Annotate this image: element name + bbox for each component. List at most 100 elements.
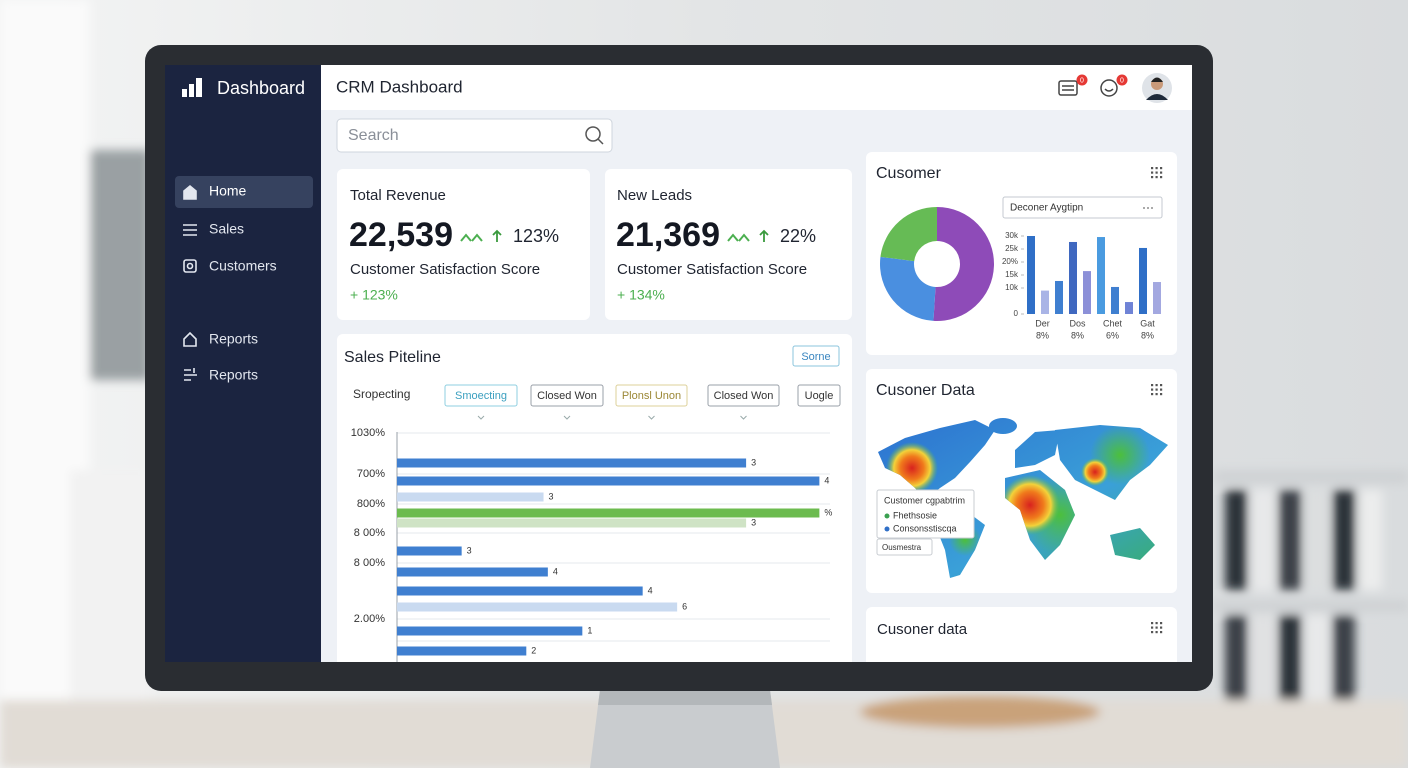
grid-icons[interactable] xyxy=(1151,167,1163,634)
stage-label[interactable]: Smoecting xyxy=(455,390,507,402)
badge xyxy=(1116,74,1128,86)
grid-icon-dot xyxy=(1151,171,1154,174)
grid-icon-dot xyxy=(1160,388,1163,391)
nav-item[interactable]: Reports xyxy=(209,331,258,347)
bar[interactable] xyxy=(397,476,820,486)
grid-icon-dot xyxy=(1155,388,1158,391)
badge-count: 0 xyxy=(1080,77,1084,84)
grid-icon-dot xyxy=(1155,393,1158,396)
legend-dot xyxy=(884,526,890,532)
bar[interactable] xyxy=(397,602,678,612)
map-footer-label: Ousmestra xyxy=(882,543,922,552)
header: CRM Dashboard 0 0 xyxy=(321,65,1192,110)
search-box[interactable]: Search xyxy=(336,118,613,153)
avatar[interactable] xyxy=(1142,73,1172,103)
bar[interactable] xyxy=(397,518,747,528)
y-tick-label: 30k xyxy=(1005,231,1019,240)
bar[interactable] xyxy=(1027,236,1035,314)
card-title: Cusoner Data xyxy=(876,382,975,399)
stage-label[interactable]: Closed Won xyxy=(714,390,774,402)
grid-icon-dot xyxy=(1160,631,1163,634)
x-tick-sublabel: 8% xyxy=(1071,330,1084,340)
badge-count: 0 xyxy=(1120,77,1124,84)
kpi-subtitle: Customer Satisfaction Score xyxy=(617,261,807,278)
bar-note: 4 xyxy=(553,566,558,576)
bar[interactable] xyxy=(397,567,548,577)
bar-note: 4 xyxy=(648,585,653,595)
kpi-value: 21,369 xyxy=(616,216,720,254)
kpi-subtitle: Customer Satisfaction Score xyxy=(350,261,540,278)
stage-label[interactable]: Uogle xyxy=(805,390,834,402)
x-tick-label: Gat xyxy=(1140,318,1155,328)
bar[interactable] xyxy=(397,626,583,636)
bar-note: 3 xyxy=(467,545,472,555)
bar-note: 1 xyxy=(587,625,592,635)
kpi-title: Total Revenue xyxy=(350,187,446,204)
y-axis-label: 800% xyxy=(357,498,385,510)
header-icons[interactable] xyxy=(1058,79,1118,97)
nav-item[interactable]: Sales xyxy=(209,221,244,237)
nav-item[interactable]: Home xyxy=(209,183,247,199)
y-axis-label: 700% xyxy=(357,468,385,480)
bar[interactable] xyxy=(1097,237,1105,314)
pie-slice[interactable] xyxy=(880,256,936,321)
trend-icon xyxy=(727,233,750,242)
bar[interactable] xyxy=(1069,241,1077,314)
button-label[interactable]: Sorne xyxy=(801,351,830,363)
stage-label: Sropecting xyxy=(353,387,410,401)
customer-data-card: Cusoner data xyxy=(866,607,1177,662)
bar[interactable] xyxy=(1125,302,1133,314)
y-tick-label: 20% xyxy=(1002,257,1018,266)
x-tick-label: Der xyxy=(1035,318,1050,328)
bar[interactable] xyxy=(1139,247,1147,314)
bar[interactable] xyxy=(1041,290,1049,314)
legend-item: Consonsstiscqa xyxy=(893,523,957,533)
stage-label[interactable]: Closed Won xyxy=(537,390,597,402)
bar[interactable] xyxy=(397,546,462,556)
grid-icon-dot xyxy=(1160,384,1163,387)
kpi-card xyxy=(605,169,852,320)
grid-icon-dot xyxy=(1151,393,1154,396)
sidebar: Dashboard Home Sales Customers Reports R… xyxy=(165,65,321,662)
stage-pill[interactable] xyxy=(444,384,518,407)
button[interactable] xyxy=(792,345,840,367)
brand[interactable]: Dashboard xyxy=(217,78,305,98)
pie-slice[interactable] xyxy=(933,207,995,321)
pie-slice[interactable] xyxy=(880,207,937,262)
bar[interactable] xyxy=(1111,286,1119,314)
bar[interactable] xyxy=(1083,271,1091,314)
pipeline-card: Sales Piteline Sorne Sropecting Smoectin… xyxy=(337,334,852,662)
stage-pill[interactable] xyxy=(707,384,780,407)
bar[interactable] xyxy=(397,458,747,468)
y-axis-label: 1030% xyxy=(351,427,385,439)
dropdown[interactable] xyxy=(1002,196,1163,219)
bar[interactable] xyxy=(397,492,544,502)
dropdown-label[interactable]: Deconer Aygtipn xyxy=(1010,203,1083,214)
y-tick-label: 10k xyxy=(1005,283,1019,292)
stage-pill[interactable] xyxy=(615,384,688,407)
bar-note: 3 xyxy=(751,457,756,467)
bar[interactable] xyxy=(1055,280,1063,314)
map-legend xyxy=(876,489,975,539)
search-placeholder: Search xyxy=(348,127,399,144)
stage-pill[interactable] xyxy=(797,384,841,407)
bar-note: 2 xyxy=(531,645,536,655)
nav-item[interactable]: Reports xyxy=(209,367,258,383)
page-title: CRM Dashboard xyxy=(336,77,463,96)
nav-item[interactable]: Customers xyxy=(209,258,277,274)
bar[interactable] xyxy=(397,508,820,518)
bar[interactable] xyxy=(397,646,527,656)
y-tick-label: 0 xyxy=(1014,309,1019,318)
stage-pill[interactable] xyxy=(530,384,604,407)
grid-icon-dot xyxy=(1155,626,1158,629)
card-title: Sales Piteline xyxy=(344,349,441,366)
bar[interactable] xyxy=(1153,282,1161,314)
grid-icon-dot xyxy=(1151,384,1154,387)
bar[interactable] xyxy=(397,586,643,596)
stage-chevron xyxy=(563,415,571,420)
badge xyxy=(1076,74,1088,86)
card-title: Cusomer xyxy=(876,165,942,182)
nav-active xyxy=(175,176,313,208)
stage-label[interactable]: Plonsl Unon xyxy=(622,390,681,402)
